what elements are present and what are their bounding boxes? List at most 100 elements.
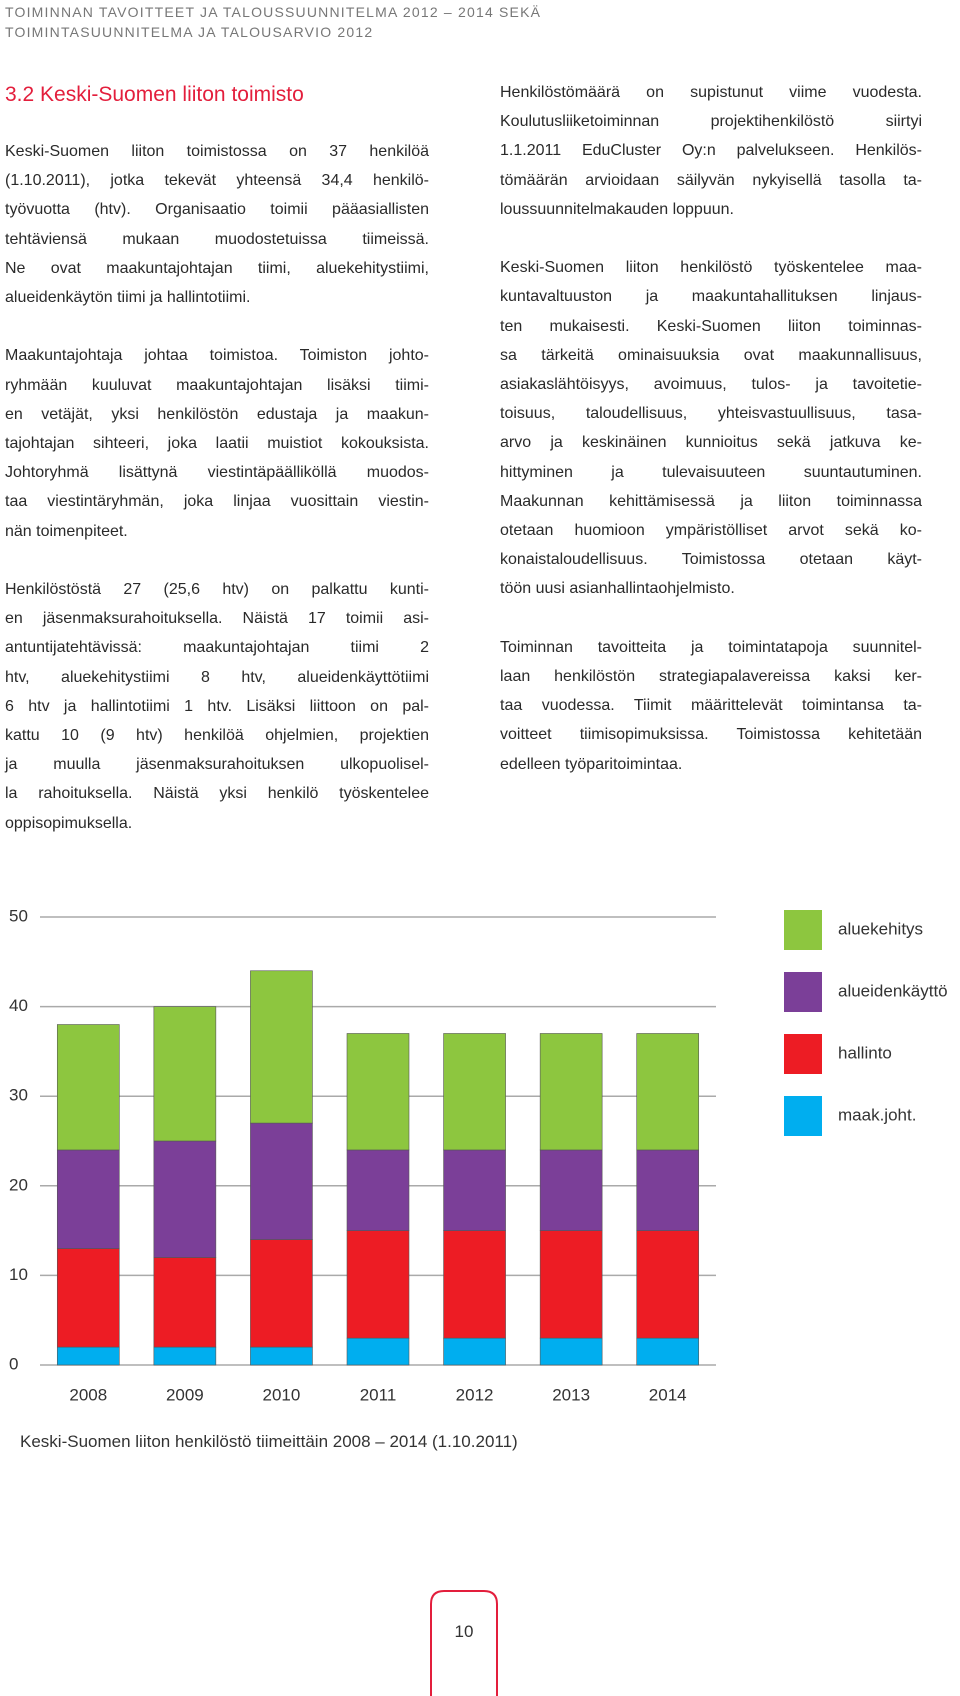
legend-label: hallinto xyxy=(838,1043,892,1062)
text-line: Koulutusliiketoiminnan projektihenkilöst… xyxy=(500,113,922,131)
x-tick-label: 2009 xyxy=(166,1385,204,1404)
text-line: asiakaslähtöisyys, avoimuus, tulos- ja t… xyxy=(500,376,922,394)
text-line: 1.1.2011 EduCluster Oy:n palvelukseen. H… xyxy=(500,142,922,160)
bar-segment xyxy=(539,1033,603,1151)
bar-segment xyxy=(443,1033,506,1151)
paragraph: Toiminnan tavoitteita ja toimintatapoja … xyxy=(500,633,922,779)
text-line: työvuotta (htv). Organisaatio toimii pää… xyxy=(5,201,429,219)
text-line: Maakuntajohtaja johtaa toimistoa. Toimis… xyxy=(5,347,429,365)
bar-segment xyxy=(636,1230,700,1339)
bar-segment xyxy=(443,1149,506,1231)
legend-swatch xyxy=(784,910,822,950)
text-line: Henkilöstöstä 27 (25,6 htv) on palkattu … xyxy=(5,581,429,599)
section-title: 3.2 Keski-Suomen liiton toimisto xyxy=(5,83,304,106)
bar-segment xyxy=(153,1257,217,1348)
text-line: edelleen työparitoimintaa. xyxy=(500,755,683,773)
bar-segment xyxy=(346,1230,410,1339)
y-tick-label: 40 xyxy=(9,996,28,1015)
text-line: Johtoryhmä lisättynä viestintäpäälliköll… xyxy=(5,464,429,482)
text-line: ja muulla jäsenmaksurahoituksen ulkopuol… xyxy=(5,756,429,774)
bar-segment xyxy=(636,1337,700,1366)
bar-segment xyxy=(346,1149,410,1231)
text-line: voitteet tiimisopimuksissa. Toimistossa … xyxy=(500,726,922,744)
text-line: Keski-Suomen liiton henkilöstö työskente… xyxy=(500,259,922,277)
x-tick-label: 2013 xyxy=(552,1385,590,1404)
paragraph: Keski-Suomen liiton toimistossa on 37 he… xyxy=(5,137,429,312)
text-line: antuntijatehtävissä: maakuntajohtajan ti… xyxy=(5,639,429,657)
bar-segment xyxy=(250,1239,313,1348)
text-line: Maakunnan kehittämisessä ja liiton toimi… xyxy=(500,492,922,510)
text-line: loussuunnitelmakauden loppuun. xyxy=(500,200,734,218)
text-line: htv, aluekehitystiimi 8 htv, alueidenkäy… xyxy=(5,668,429,686)
legend-swatch xyxy=(784,1096,822,1136)
paragraph: Keski-Suomen liiton henkilöstö työskente… xyxy=(500,253,922,603)
text-line: oppisopimuksella. xyxy=(5,814,133,832)
x-tick-label: 2014 xyxy=(649,1385,687,1404)
bar-segment xyxy=(153,1346,217,1366)
paragraph: Henkilöstömäärä on supistunut viime vuod… xyxy=(500,78,922,224)
legend-label: maak.joht. xyxy=(838,1105,916,1124)
bar-segment xyxy=(443,1230,506,1339)
x-tick-label: 2012 xyxy=(456,1385,494,1404)
y-tick-label: 0 xyxy=(9,1354,18,1373)
bar-segment xyxy=(636,1149,700,1231)
text-line: Henkilöstömäärä on supistunut viime vuod… xyxy=(500,84,922,101)
bar-segment xyxy=(56,1248,120,1348)
y-tick-label: 30 xyxy=(9,1086,28,1105)
bar-segment xyxy=(346,1337,410,1366)
bar-segment xyxy=(539,1149,603,1231)
legend-swatch xyxy=(784,1034,822,1074)
text-line: nän toimenpiteet. xyxy=(5,522,128,540)
text-line: toisuus, taloudellisuus, yhteisvastuulli… xyxy=(500,405,922,423)
legend-label: aluekehitys xyxy=(838,919,923,938)
y-tick-label: 20 xyxy=(9,1175,28,1194)
caption: Keski-Suomen liiton henkilöstö tiimeittä… xyxy=(20,1432,518,1451)
header-line: TOIMINTASUUNNITELMA JA TALOUSARVIO 2012 xyxy=(5,24,374,40)
text-line: hittyminen ja tulevaisuuteen suuntautumi… xyxy=(500,463,922,481)
text-line: otetaan huomioon ympäristölliset arvot s… xyxy=(500,522,922,540)
text-line: Toiminnan tavoitteita ja toimintatapoja … xyxy=(500,638,922,656)
header: TOIMINNAN TAVOITTEET JA TALOUSSUUNNITELM… xyxy=(5,2,541,42)
bar-segment xyxy=(250,1122,313,1240)
text-line: taa viestintäryhmän, joka linjaa vuositt… xyxy=(5,493,429,511)
text-line: Keski-Suomen liiton toimistossa on 37 he… xyxy=(5,143,429,160)
text-line: kuntavaltuuston ja maakuntahallituksen l… xyxy=(500,288,922,306)
text-line: en vetäjät, yksi henkilöstön edustaja ja… xyxy=(5,405,429,423)
bar-segment xyxy=(539,1230,603,1339)
text-line: sa tärkeitä ominaisuuksia ovat maakunnal… xyxy=(500,346,922,364)
text-line: kattu 10 (9 htv) henkilöä ohjelmien, pro… xyxy=(5,727,429,745)
text-line: laan henkilöstön strategiapalavereissa k… xyxy=(500,668,922,686)
page-number: 10 xyxy=(454,1622,474,1641)
bar-segment xyxy=(153,1006,217,1142)
text-line: 6 htv ja hallintotiimi 1 htv. Lisäksi li… xyxy=(5,697,429,715)
page-number-frame xyxy=(430,1590,498,1696)
paragraph: Henkilöstöstä 27 (25,6 htv) on palkattu … xyxy=(5,575,429,838)
text-line: töön uusi asianhallintaohjelmisto. xyxy=(500,580,735,598)
y-tick-label: 50 xyxy=(9,906,28,925)
right-column: Henkilöstömäärä on supistunut viime vuod… xyxy=(500,78,922,808)
bar-segment xyxy=(250,1346,313,1366)
bar-segment xyxy=(56,1024,120,1151)
text-line: tömäärän arvioidaan säilyvän nykyisellä … xyxy=(500,171,922,189)
header-line: TOIMINNAN TAVOITTEET JA TALOUSSUUNNITELM… xyxy=(5,4,542,20)
paragraph: Maakuntajohtaja johtaa toimistoa. Toimis… xyxy=(5,341,429,545)
bar-segment xyxy=(636,1033,700,1151)
bar-segment xyxy=(443,1337,506,1366)
bar-segment xyxy=(539,1337,603,1366)
x-tick-label: 2008 xyxy=(69,1385,107,1404)
legend-swatch xyxy=(784,972,822,1012)
text-line: taa vuodessa. Tiimit määrittelevät toimi… xyxy=(500,697,922,715)
text-line: ryhmään kuuluvat maakuntajohtajan lisäks… xyxy=(5,376,429,394)
left-column: Keski-Suomen liiton toimistossa on 37 he… xyxy=(5,137,429,867)
bar-segment xyxy=(346,1033,410,1151)
text-line: la rahoituksella. Näistä yksi henkilö ty… xyxy=(5,785,429,803)
bar-segment xyxy=(153,1140,217,1258)
y-tick-label: 10 xyxy=(9,1265,28,1284)
text-line: ten mukaisesti. Keski-Suomen liiton toim… xyxy=(500,317,922,335)
x-tick-label: 2010 xyxy=(263,1385,301,1404)
bar-segment xyxy=(56,1346,120,1366)
text-line: (1.10.2011), jotka tekevät yhteensä 34,4… xyxy=(5,172,429,190)
bar-segment xyxy=(250,970,313,1124)
